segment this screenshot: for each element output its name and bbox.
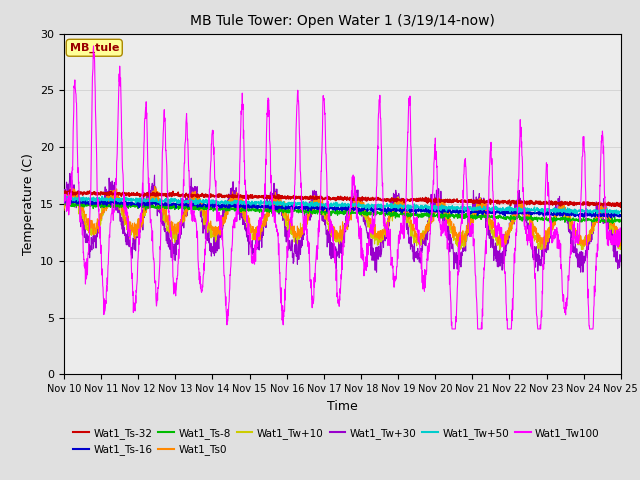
Text: MB_tule: MB_tule — [70, 43, 119, 53]
Title: MB Tule Tower: Open Water 1 (3/19/14-now): MB Tule Tower: Open Water 1 (3/19/14-now… — [190, 14, 495, 28]
Y-axis label: Temperature (C): Temperature (C) — [22, 153, 35, 255]
Legend: Wat1_Ts-32, Wat1_Ts-16, Wat1_Ts-8, Wat1_Ts0, Wat1_Tw+10, Wat1_Tw+30, Wat1_Tw+50,: Wat1_Ts-32, Wat1_Ts-16, Wat1_Ts-8, Wat1_… — [69, 424, 604, 459]
X-axis label: Time: Time — [327, 400, 358, 413]
